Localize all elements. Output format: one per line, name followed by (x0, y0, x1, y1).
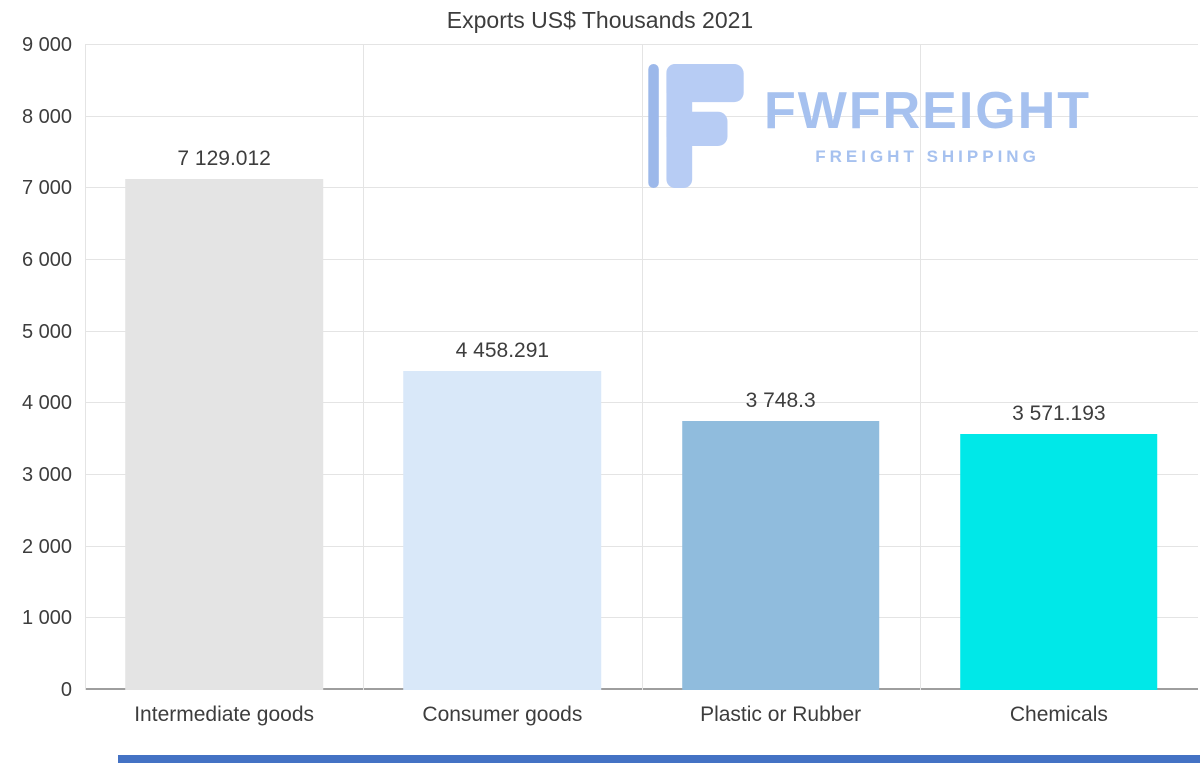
y-tick-label: 3 000 (21, 464, 72, 486)
category-label-consumer-goods: Consumer goods (422, 703, 583, 726)
bar-consumer-goods (403, 370, 602, 690)
category-label-chemicals: Chemicals (1009, 703, 1108, 726)
category-slot-chemicals: 3 571.193 Chemicals (920, 45, 1198, 726)
value-label-chemicals: 3 571.193 (1012, 402, 1106, 426)
category-slot-plastic-or-rubber: 3 748.3 Plastic or Rubber (642, 45, 920, 726)
brand-watermark: FWFREIGHT FREIGHT SHIPPING (648, 64, 1091, 188)
y-tick-label: 5 000 (21, 320, 72, 343)
value-label-consumer-goods: 4 458.291 (455, 338, 550, 362)
bar-intermediate-goods (125, 179, 323, 690)
bar-chemicals (960, 434, 1158, 690)
chart-title: Exports US$ Thousands 2021 (446, 7, 754, 33)
brand-tagline: FREIGHT SHIPPING (815, 147, 1040, 166)
y-tick-label: 4 000 (21, 392, 72, 415)
category-label-plastic-or-rubber: Plastic or Rubber (700, 703, 862, 726)
y-tick-label: 6 000 (21, 249, 72, 271)
y-tick-label: 2 000 (21, 535, 72, 558)
plot-area: 7 129.012 Intermediate goods 4 458.291 Cons… (85, 44, 1198, 726)
y-tick-label: 8 000 (21, 105, 72, 128)
brand-text-block: FWFREIGHT FREIGHT SHIPPING (764, 85, 1091, 167)
gridline-x-3 (919, 45, 921, 690)
brand-logo-icon (648, 64, 744, 188)
y-tick-label: 9 000 (21, 34, 72, 56)
y-axis-line (85, 45, 86, 690)
gridline-y-9000 (85, 44, 1198, 45)
category-slot-intermediate-goods: 7 129.012 Intermediate goods (85, 45, 363, 726)
y-tick-label: 7 000 (21, 177, 72, 200)
gridline-x-1 (363, 45, 365, 690)
category-slot-consumer-goods: 4 458.291 Consumer goods (363, 45, 641, 726)
category-label-intermediate-goods: Intermediate goods (134, 703, 315, 726)
bottom-scrollbar[interactable] (118, 755, 1200, 763)
brand-name: FWFREIGHT (764, 82, 1092, 140)
gridline-x-2 (641, 45, 643, 690)
y-tick-label: 0 (60, 679, 72, 701)
value-label-plastic-or-rubber: 3 748.3 (745, 389, 816, 413)
bar-plastic-or-rubber (681, 421, 880, 690)
value-label-intermediate-goods: 7 129.012 (177, 147, 271, 171)
y-tick-label: 1 000 (21, 607, 72, 630)
